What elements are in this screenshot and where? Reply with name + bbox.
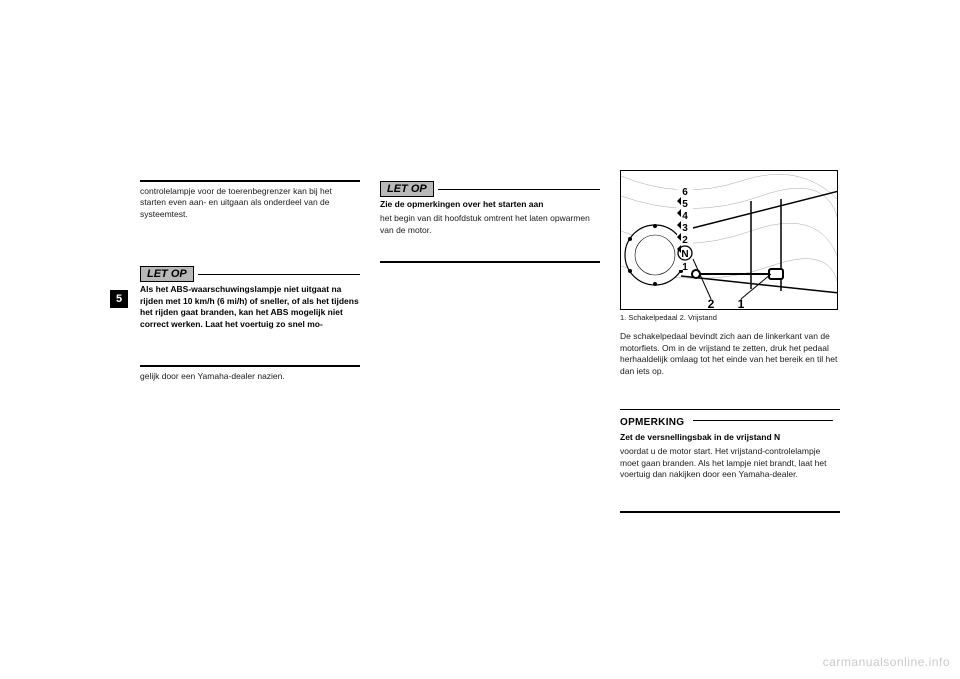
column-1: controlelampje voor de toerenbegrenzer k…	[140, 120, 360, 383]
note-lead: Zet de versnellingsbak in de vrijstand N	[620, 432, 840, 443]
gear-1: 1	[682, 262, 688, 273]
gear-5: 5	[682, 199, 688, 210]
manual-page: 5 controlelampje voor de toerenbegrenzer…	[140, 120, 840, 620]
column-3: 6 5 4 3 2 N 1	[620, 120, 840, 517]
gear-3: 3	[682, 223, 688, 234]
callout-2: 2	[708, 297, 715, 310]
chapter-tab: 5	[110, 290, 128, 308]
note-body: voordat u de motor start. Het vrijstand-…	[620, 446, 840, 480]
note-block: OPMERKING Zet de versnellingsbak in de v…	[620, 409, 840, 513]
watermark: carmanualsonline.info	[823, 655, 950, 669]
col2-caution-lead: Zie de opmerkingen over het starten aan	[380, 199, 600, 210]
caution-label-2: LET OP	[380, 181, 434, 197]
col2-caution-body: het begin van dit hoofdstuk omtrent het …	[380, 213, 600, 236]
gearshift-illustration: 6 5 4 3 2 N 1	[620, 170, 838, 310]
col1-intro: controlelampje voor de toerenbegrenzer k…	[140, 186, 360, 220]
col3-body1: De schakelpedaal bevindt zich aan de lin…	[620, 331, 840, 377]
gear-2: 2	[682, 235, 688, 246]
col1-caution-body: Als het ABS-waarschuwingslampje niet uit…	[140, 284, 360, 330]
gear-6: 6	[682, 187, 688, 198]
gear-n: N	[681, 249, 688, 260]
caution-label: LET OP	[140, 266, 194, 282]
caution-header-row: LET OP	[140, 266, 360, 282]
column-2: LET OP Zie de opmerkingen over het start…	[380, 120, 600, 267]
gear-4: 4	[682, 211, 688, 222]
col1-after: gelijk door een Yamaha-dealer nazien.	[140, 371, 360, 382]
note-label: OPMERKING	[620, 416, 684, 429]
illus-caption: 1. Schakelpedaal 2. Vrijstand	[620, 313, 840, 323]
callout-1: 1	[738, 297, 745, 310]
caution-header-row-2: LET OP	[380, 181, 600, 197]
